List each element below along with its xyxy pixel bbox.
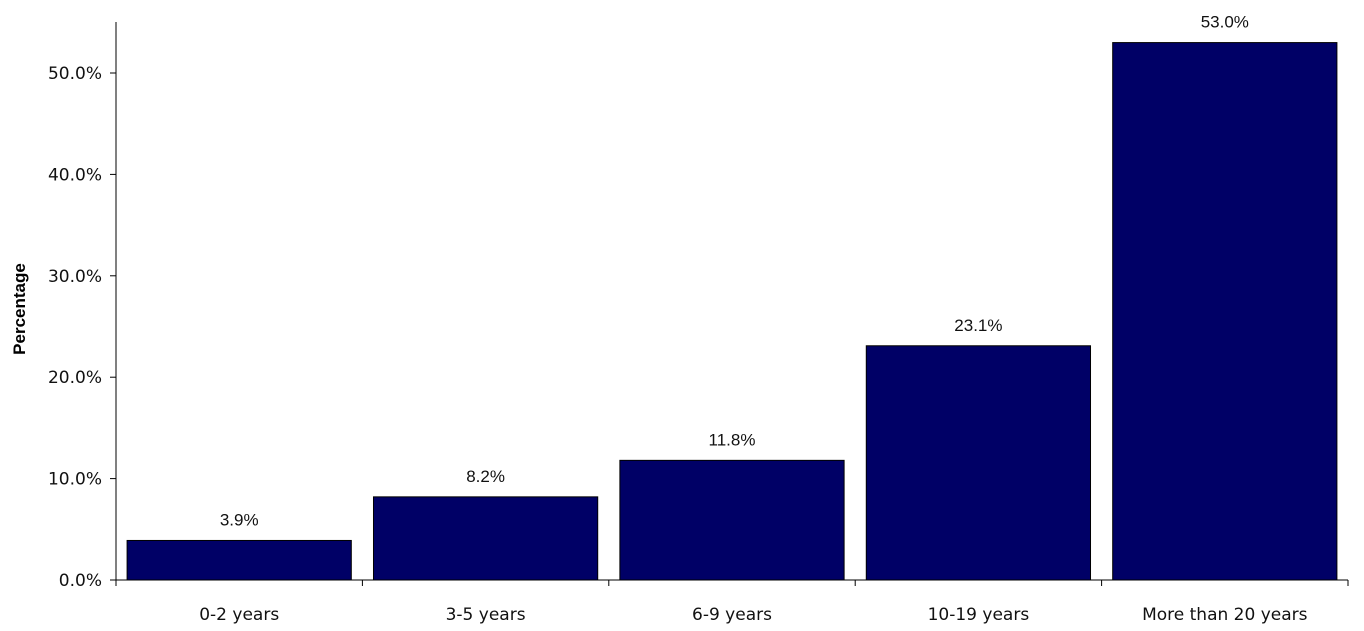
y-tick-label: 20.0%	[48, 368, 102, 388]
y-tick-label: 30.0%	[48, 267, 102, 287]
y-tick-label: 10.0%	[48, 470, 102, 490]
data-labels: 3.9% 8.2% 11.8% 23.1% 53.0%	[220, 13, 1249, 530]
x-tick-label: 6-9 years	[692, 605, 772, 625]
data-label: 11.8%	[709, 430, 756, 449]
y-axis-title: Percentage	[10, 263, 29, 355]
bar	[865, 345, 1092, 581]
x-axis-ticks: 0-2 years 3-5 years 6-9 years 10-19 years Mo…	[115, 580, 1349, 625]
y-tick-label: 0.0%	[59, 571, 102, 591]
x-tick-label: 10-19 years	[928, 605, 1030, 625]
data-label: 8.2%	[466, 467, 505, 486]
bars	[126, 42, 1338, 581]
x-tick-label: More than 20 years	[1142, 605, 1308, 625]
bar	[126, 539, 352, 581]
data-label: 53.0%	[1201, 13, 1249, 32]
x-tick-label: 0-2 years	[199, 605, 279, 625]
data-label: 23.1%	[954, 316, 1002, 335]
bar	[1112, 42, 1338, 581]
y-axis-ticks: 0.0% 10.0% 20.0% 30.0% 40.0% 50.0%	[48, 64, 116, 591]
y-tick-label: 50.0%	[48, 64, 102, 84]
bar	[372, 496, 599, 581]
bar	[619, 459, 845, 581]
x-tick-label: 3-5 years	[446, 605, 526, 625]
data-label: 3.9%	[220, 510, 259, 529]
y-tick-label: 40.0%	[48, 165, 102, 185]
